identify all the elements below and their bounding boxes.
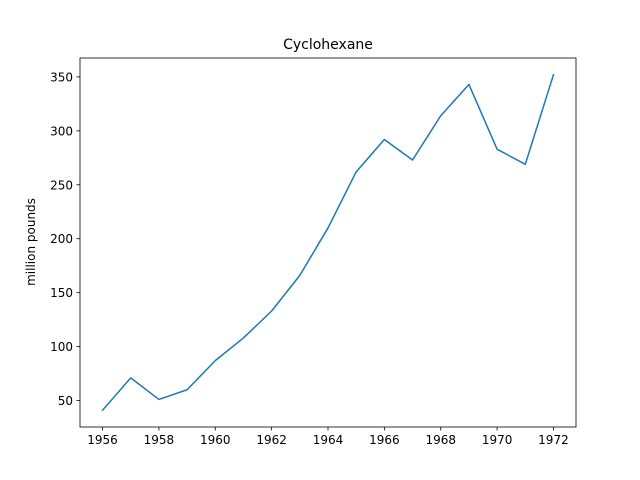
y-tick-label: 50 [58, 394, 73, 408]
y-tick-label: 100 [50, 340, 73, 354]
chart-title: Cyclohexane [283, 37, 373, 53]
y-tick-label: 350 [50, 70, 73, 84]
y-tick-label: 150 [50, 286, 73, 300]
plot-frame [79, 57, 577, 428]
x-tick-label: 1956 [87, 433, 118, 447]
plot-area: 1956 1958 1960 1962 1964 1966 1968 1970 1972 50 10… [50, 70, 569, 447]
x-tick-label: 1964 [313, 433, 344, 447]
y-tick-label: 200 [50, 232, 73, 246]
x-tick-label: 1960 [200, 433, 231, 447]
x-tick-label: 1962 [256, 433, 287, 447]
series-line [101, 73, 555, 412]
x-tick-label: 1968 [425, 433, 456, 447]
y-axis-label: million pounds [24, 198, 38, 286]
y-tick-label: 250 [50, 178, 73, 192]
x-tick-label: 1970 [482, 433, 513, 447]
x-tick-label: 1966 [369, 433, 400, 447]
x-tick-label: 1972 [538, 433, 569, 447]
x-tick-label: 1958 [144, 433, 175, 447]
y-tick-label: 300 [50, 124, 73, 138]
